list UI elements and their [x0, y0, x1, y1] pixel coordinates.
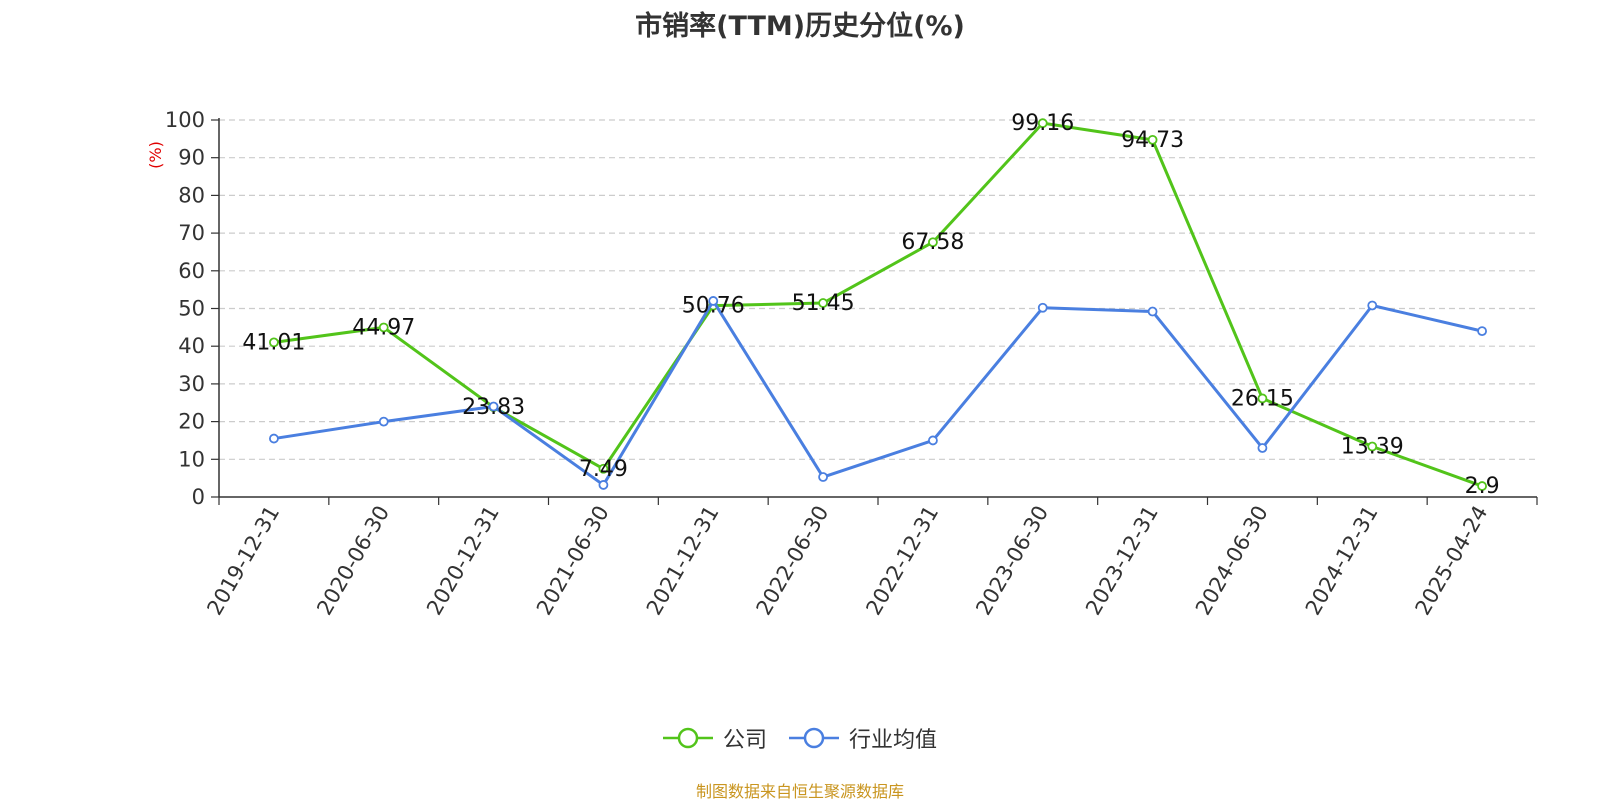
data-point-0	[1147, 134, 1158, 145]
y-axis-label: (%)	[146, 141, 165, 169]
y-tick-label: 0	[192, 485, 205, 509]
legend-industry-icon	[789, 727, 839, 749]
legend-item-industry[interactable]: 行业均值	[789, 722, 937, 754]
x-tick-label: 2024-06-30	[1191, 502, 1273, 620]
series-line-0	[273, 121, 1483, 488]
data-point-1	[818, 472, 828, 482]
x-tick-label: 2019-12-31	[202, 502, 284, 620]
data-label: 26.15	[1231, 386, 1294, 411]
y-tick-label: 100	[165, 108, 205, 132]
data-point-0	[378, 322, 389, 333]
data-label: 51.45	[792, 291, 855, 316]
x-tick-label: 2023-12-31	[1081, 502, 1163, 620]
data-label: 23.83	[462, 395, 525, 420]
data-label: 44.97	[352, 315, 415, 340]
series-lines	[269, 118, 1487, 491]
data-point-1	[488, 401, 499, 412]
legend-label-company: 公司	[722, 728, 767, 753]
data-labels: 41.01 44.97 23.83 7.49 50.76 51.45 67.58 99.16 9…	[242, 111, 1499, 499]
x-tick-label: 2020-12-31	[422, 502, 504, 620]
x-tick-label: 2022-12-31	[861, 502, 943, 620]
data-point-1	[598, 480, 609, 490]
data-point-1	[378, 416, 389, 427]
data-point-1	[269, 433, 279, 444]
legend-item-company[interactable]: 公司	[662, 722, 767, 754]
data-label: 2.9	[1465, 474, 1500, 499]
data-point-1	[1257, 443, 1268, 453]
data-point-0	[1477, 481, 1487, 491]
legend-company-icon	[662, 727, 713, 749]
x-tick-label: 2025-04-24	[1411, 502, 1493, 620]
data-point-1	[928, 435, 938, 446]
data-point-1	[1367, 300, 1378, 311]
grid-lines	[219, 119, 1537, 460]
data-point-0	[1367, 441, 1378, 452]
series-line-1	[273, 299, 1483, 487]
data-label: 50.76	[682, 294, 745, 319]
x-tick-label: 2023-06-30	[971, 502, 1053, 620]
y-tick-label: 60	[178, 259, 205, 283]
data-label: 94.73	[1121, 128, 1184, 153]
data-point-0	[1257, 393, 1268, 404]
data-label: 99.16	[1011, 111, 1074, 136]
data-label: 13.39	[1341, 435, 1404, 460]
data-point-0	[928, 237, 938, 248]
y-tick-label: 30	[178, 372, 205, 396]
y-tick-label: 20	[178, 410, 205, 434]
data-source-note: 制图数据来自恒生聚源数据库	[695, 782, 904, 801]
data-label: 7.49	[579, 457, 628, 482]
data-point-1	[708, 296, 719, 306]
y-tick-label: 40	[178, 334, 205, 358]
legend: 公司 行业均值	[0, 722, 1600, 754]
data-label: 41.01	[242, 330, 305, 355]
legend-label-industry: 行业均值	[849, 728, 938, 753]
data-point-0	[269, 337, 279, 348]
data-point-1	[1037, 302, 1048, 313]
data-label: 67.58	[901, 230, 964, 255]
x-tick-label: 2021-12-31	[642, 502, 724, 620]
data-point-0	[1037, 118, 1048, 129]
data-point-1	[1477, 326, 1487, 337]
y-tick-label: 80	[178, 183, 205, 207]
y-tick-label: 10	[178, 447, 205, 471]
x-tick-label: 2024-12-31	[1301, 502, 1383, 620]
x-tick-label: 2021-06-30	[532, 502, 614, 620]
chart-title: 市销率(TTM)历史分位(%)	[635, 11, 965, 42]
x-tick-label: 2020-06-30	[312, 502, 394, 620]
x-tick-label: 2022-06-30	[752, 502, 834, 620]
data-point-0	[818, 298, 828, 308]
data-point-0	[598, 463, 609, 474]
y-tick-label: 90	[178, 146, 205, 170]
y-tick-label: 70	[178, 221, 205, 245]
data-point-1	[1147, 306, 1158, 317]
y-tick-label: 50	[178, 297, 205, 321]
